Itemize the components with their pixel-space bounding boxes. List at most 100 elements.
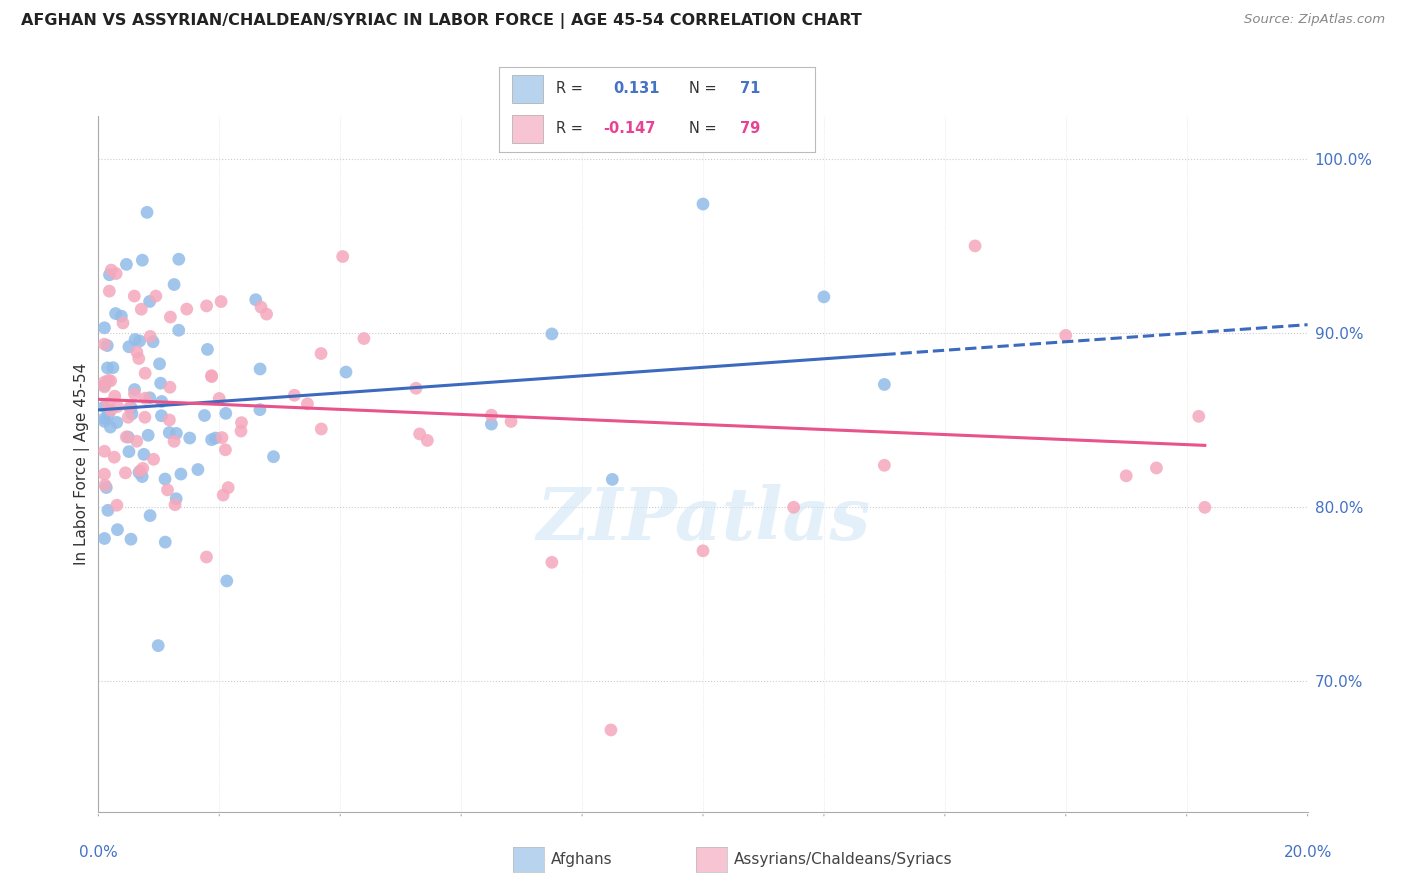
Point	[105, 498, 128, 512]
Point	[170, 467, 193, 481]
Point	[114, 466, 136, 480]
Point	[93, 378, 115, 392]
Point	[309, 346, 332, 360]
Point	[873, 377, 896, 392]
Point	[111, 316, 134, 330]
Point	[125, 434, 148, 449]
Point	[176, 301, 198, 316]
Point	[97, 396, 120, 410]
Point	[165, 491, 187, 506]
Text: R =: R =	[557, 121, 583, 136]
Point	[209, 294, 232, 309]
Point	[965, 239, 987, 253]
Point	[93, 337, 115, 351]
Point	[150, 409, 173, 423]
Point	[103, 450, 125, 465]
Point	[197, 343, 219, 357]
Point	[540, 555, 562, 569]
Point	[139, 508, 162, 523]
Point	[249, 402, 271, 417]
Point	[110, 309, 132, 323]
Point	[311, 422, 333, 436]
Point	[128, 334, 150, 348]
Point	[134, 391, 156, 405]
Point	[159, 380, 181, 394]
Point	[93, 320, 115, 334]
Point	[692, 197, 714, 211]
Point	[231, 416, 253, 430]
Text: Afghans: Afghans	[551, 853, 613, 867]
Point	[165, 426, 187, 441]
Text: -0.147: -0.147	[603, 121, 657, 136]
Point	[100, 420, 122, 434]
Point	[335, 365, 357, 379]
Point	[98, 284, 121, 298]
Point	[211, 431, 233, 445]
Point	[195, 549, 218, 564]
Point	[214, 442, 236, 457]
Point	[139, 329, 162, 343]
Point	[263, 450, 285, 464]
Point	[229, 424, 252, 438]
Point	[215, 574, 238, 588]
Point	[212, 488, 235, 502]
Point	[204, 431, 226, 445]
Point	[134, 410, 156, 425]
Point	[118, 444, 141, 458]
Point	[163, 277, 186, 292]
Point	[201, 369, 224, 384]
Bar	[512, 115, 543, 143]
Point	[692, 543, 714, 558]
Point	[134, 366, 156, 380]
Point	[159, 310, 181, 324]
Point	[128, 351, 150, 366]
Point	[115, 257, 138, 271]
Point	[117, 410, 139, 425]
Point	[132, 461, 155, 475]
Point	[131, 469, 153, 483]
Point	[150, 394, 173, 409]
Point	[195, 299, 218, 313]
Point	[156, 483, 179, 497]
Point	[187, 462, 209, 476]
Text: 71: 71	[740, 81, 759, 96]
Point	[96, 360, 118, 375]
Point	[481, 408, 503, 422]
Point	[256, 307, 278, 321]
Point	[132, 447, 155, 461]
Point	[163, 498, 186, 512]
Point	[96, 481, 118, 495]
Point	[124, 383, 146, 397]
Point	[104, 307, 127, 321]
Y-axis label: In Labor Force | Age 45-54: In Labor Force | Age 45-54	[75, 363, 90, 565]
Point	[208, 392, 231, 406]
Point	[125, 345, 148, 359]
Point	[104, 389, 127, 403]
Point	[1115, 468, 1137, 483]
Point	[138, 294, 160, 309]
Point	[155, 535, 177, 549]
Point	[602, 472, 624, 486]
Point	[105, 267, 128, 281]
Text: Source: ZipAtlas.com: Source: ZipAtlas.com	[1244, 13, 1385, 27]
Point	[94, 478, 117, 492]
Text: R =: R =	[557, 81, 583, 96]
Point	[167, 323, 190, 337]
Point	[250, 300, 273, 314]
Point	[120, 401, 142, 415]
Point	[107, 523, 129, 537]
Point	[405, 381, 427, 395]
Point	[129, 302, 152, 317]
Point	[118, 340, 141, 354]
Point	[873, 458, 896, 473]
Point	[1054, 328, 1077, 343]
Point	[100, 263, 122, 277]
Point	[193, 409, 215, 423]
Point	[1194, 500, 1216, 515]
Point	[107, 400, 129, 414]
Point	[129, 464, 152, 478]
Point	[416, 434, 439, 448]
Point	[97, 408, 120, 422]
Point	[93, 532, 115, 546]
Point	[283, 388, 305, 402]
